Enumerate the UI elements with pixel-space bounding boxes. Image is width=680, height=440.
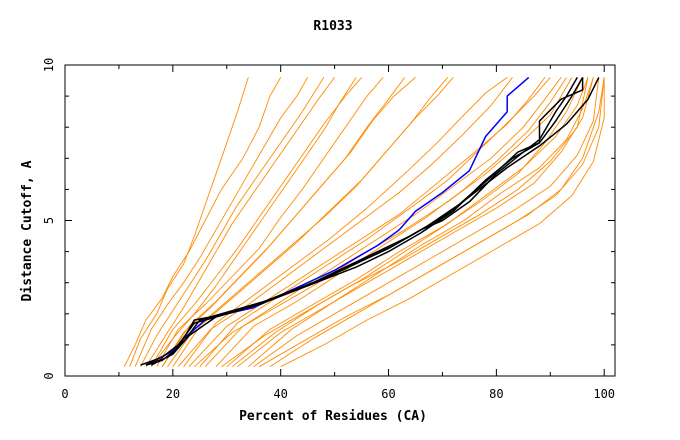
x-axis-label: Percent of Residues (CA) (239, 409, 427, 424)
series-line-4 (150, 77, 600, 366)
series-line-24 (167, 77, 449, 367)
series-line-21 (248, 77, 594, 368)
series-line-11 (156, 77, 384, 367)
series-line-26 (150, 77, 357, 367)
series-line-18 (237, 77, 594, 368)
tick-layer: 0 20 40 60 80 100 0 5 10 (42, 58, 615, 401)
series-line-1 (145, 77, 578, 366)
y-tick-label-1: 5 (42, 217, 56, 224)
series-line-28 (258, 77, 605, 368)
series-line-30 (194, 77, 573, 368)
chart-title: R1033 (313, 19, 352, 34)
x-tick-label-0: 0 (61, 387, 68, 401)
series-line-15 (199, 77, 551, 367)
x-tick-label-5: 100 (593, 387, 615, 401)
y-tick-label-2: 10 (42, 58, 56, 72)
series-line-9 (145, 77, 335, 367)
series-line-3 (145, 77, 584, 366)
series-line-16 (215, 77, 567, 368)
series-line-25 (161, 77, 406, 367)
series-line-13 (172, 77, 454, 367)
series-line-19 (253, 77, 600, 368)
x-tick-label-1: 20 (166, 387, 180, 401)
series-line-14 (183, 77, 508, 367)
y-tick-label-0: 0 (42, 372, 56, 379)
series-line-10 (150, 77, 362, 367)
series-line-27 (221, 77, 589, 368)
series-line-2 (140, 77, 584, 366)
series-line-5 (123, 77, 282, 367)
x-tick-label-4: 80 (489, 387, 503, 401)
x-tick-label-3: 60 (381, 387, 395, 401)
x-tick-label-2: 40 (273, 387, 287, 401)
series-line-22 (204, 77, 562, 368)
series-line-29 (280, 77, 605, 368)
series-line-7 (134, 77, 308, 367)
series-layer (123, 76, 605, 368)
series-line-23 (188, 77, 546, 368)
plot-frame (64, 64, 616, 377)
series-line-31 (177, 77, 513, 367)
series-line-6 (129, 77, 249, 367)
y-axis-label: Distance Cutoff, A (20, 160, 35, 301)
series-line-8 (140, 77, 325, 367)
series-line-17 (226, 77, 584, 368)
